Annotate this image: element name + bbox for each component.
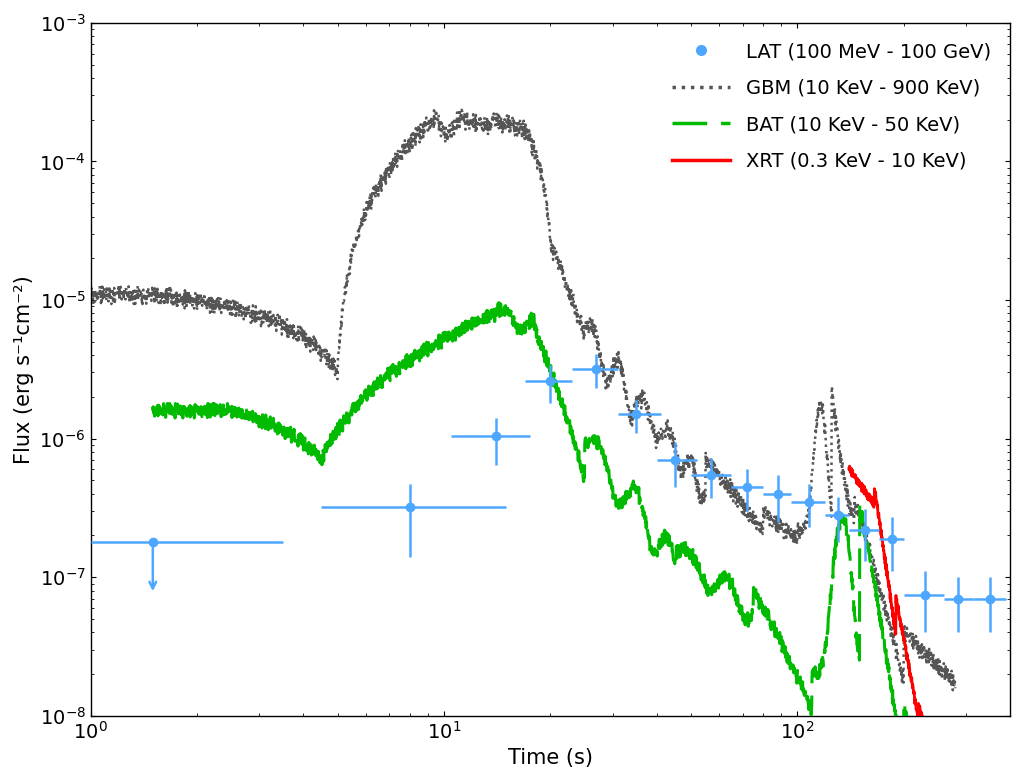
Y-axis label: Flux (erg s⁻¹cm⁻²): Flux (erg s⁻¹cm⁻²)	[14, 275, 34, 464]
X-axis label: Time (s): Time (s)	[508, 748, 593, 768]
Legend: LAT (100 MeV - 100 GeV), GBM (10 KeV - 900 KeV), BAT (10 KeV - 50 KeV), XRT (0.3: LAT (100 MeV - 100 GeV), GBM (10 KeV - 9…	[662, 33, 1000, 181]
